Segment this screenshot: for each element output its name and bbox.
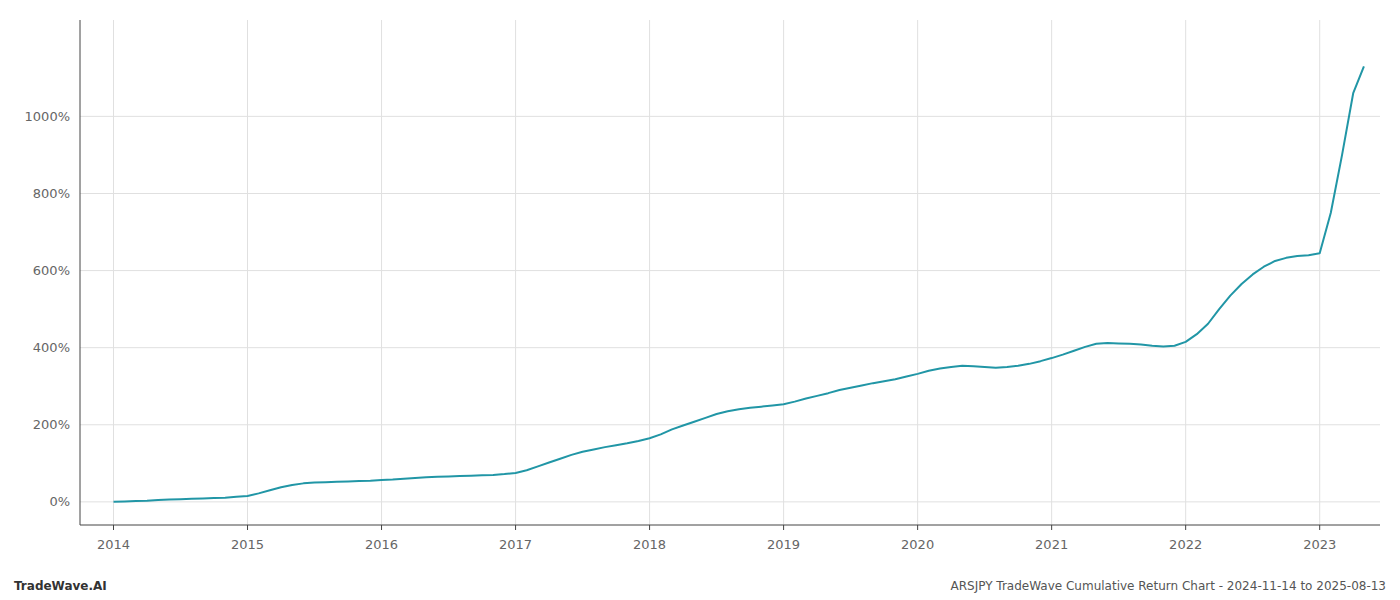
x-tick — [783, 525, 784, 530]
x-tick — [247, 525, 248, 530]
x-grid-line — [783, 20, 784, 525]
x-grid-line — [649, 20, 650, 525]
x-grid-line — [247, 20, 248, 525]
y-axis-line — [80, 20, 81, 525]
axes: 2014 2015 2016 2017 2018 2019 2020 2021 2022 2023… — [25, 20, 1380, 552]
x-grid-line — [1051, 20, 1052, 525]
y-tick-label: 1000% — [25, 109, 70, 124]
y-tick-label: 800% — [33, 186, 70, 201]
x-tick-label: 2020 — [901, 537, 934, 552]
x-tick-label: 2019 — [767, 537, 800, 552]
x-grid-line — [515, 20, 516, 525]
x-tick — [381, 525, 382, 530]
brand-annotation: TradeWave.AI — [14, 579, 107, 593]
y-grid-line — [80, 270, 1380, 271]
y-grid-line — [80, 193, 1380, 194]
y-grid-line — [80, 501, 1380, 502]
x-tick-label: 2014 — [97, 537, 130, 552]
x-tick-label: 2017 — [499, 537, 532, 552]
x-tick — [113, 525, 114, 530]
x-grid-line — [1319, 20, 1320, 525]
x-tick — [1185, 525, 1186, 530]
x-tick-label: 2015 — [231, 537, 264, 552]
x-tick-label: 2016 — [365, 537, 398, 552]
y-grid-line — [80, 116, 1380, 117]
x-grid-line — [113, 20, 114, 525]
x-tick-label: 2021 — [1035, 537, 1068, 552]
x-grid-line — [1185, 20, 1186, 525]
y-tick-label: 400% — [33, 340, 70, 355]
x-grid-line — [917, 20, 918, 525]
return-line — [114, 66, 1364, 502]
x-tick — [1051, 525, 1052, 530]
plot-area — [114, 66, 1364, 502]
y-grid-line — [80, 424, 1380, 425]
x-grid-line — [381, 20, 382, 525]
y-tick-label: 600% — [33, 263, 70, 278]
chart-container: 2014 2015 2016 2017 2018 2019 2020 2021 2022 2023… — [0, 0, 1400, 600]
x-tick-label: 2023 — [1303, 537, 1336, 552]
x-tick — [1319, 525, 1320, 530]
y-tick-label: 0% — [49, 494, 70, 509]
x-tick-label: 2018 — [633, 537, 666, 552]
y-tick-label: 200% — [33, 417, 70, 432]
chart-svg: 2014 2015 2016 2017 2018 2019 2020 2021 2022 2023… — [0, 0, 1400, 600]
x-tick — [649, 525, 650, 530]
title-annotation: ARSJPY TradeWave Cumulative Return Chart… — [951, 579, 1386, 593]
x-axis-line — [80, 525, 1380, 526]
x-tick — [917, 525, 918, 530]
y-grid-line — [80, 347, 1380, 348]
x-tick-label: 2022 — [1169, 537, 1202, 552]
x-tick — [515, 525, 516, 530]
background — [0, 0, 1400, 600]
grid — [80, 20, 1380, 525]
